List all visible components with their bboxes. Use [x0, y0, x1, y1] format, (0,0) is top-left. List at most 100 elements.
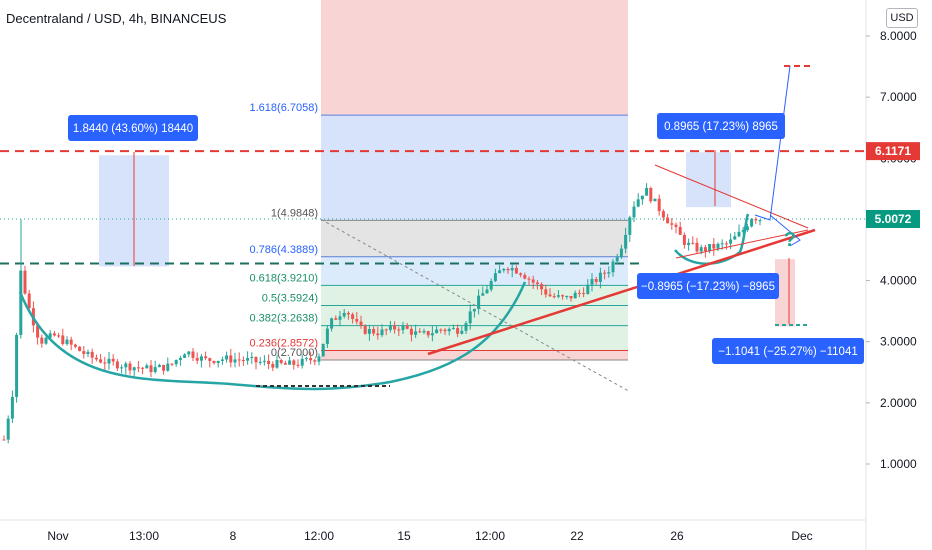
- candle-body: [514, 267, 518, 274]
- candle-body: [246, 357, 250, 361]
- candle-body: [733, 236, 737, 240]
- y-tick-label: 8.0000: [880, 29, 917, 43]
- x-tick-label: Nov: [47, 529, 68, 543]
- candle-body: [288, 360, 292, 365]
- candle-body: [128, 363, 132, 371]
- candle-body: [409, 328, 413, 335]
- candle-body: [443, 329, 447, 332]
- candle-body: [23, 270, 27, 294]
- candle-body: [153, 367, 157, 373]
- candle-body: [523, 274, 527, 279]
- candle-body: [149, 365, 153, 373]
- candle-body: [191, 351, 195, 358]
- candle-body: [388, 325, 392, 330]
- fib-extension-zone: [321, 115, 628, 221]
- candle-body: [208, 358, 212, 361]
- candle-body: [183, 354, 187, 358]
- candle-body: [678, 226, 682, 235]
- candle-body: [569, 295, 573, 299]
- x-tick-label: 15: [397, 529, 411, 543]
- fib-label: 0.382(3.2638): [250, 313, 319, 325]
- x-tick-label: Dec: [791, 529, 812, 543]
- x-tick-label: 12:00: [304, 529, 334, 543]
- candle-body: [170, 363, 174, 365]
- candle-body: [359, 321, 363, 326]
- y-tick-label: 2.0000: [880, 396, 917, 410]
- candle-body: [145, 365, 149, 369]
- candle-body: [225, 355, 229, 360]
- candle-body: [174, 359, 178, 365]
- candle-body: [69, 339, 73, 345]
- fib-label: 1(4.9848): [271, 207, 318, 219]
- triangle-lower-line: [675, 229, 809, 259]
- candle-body: [691, 242, 695, 244]
- candle-body: [619, 248, 623, 258]
- candle-body: [40, 337, 44, 344]
- fib-zone-0: [321, 350, 628, 361]
- candle-body: [195, 357, 199, 361]
- candle-body: [254, 356, 258, 363]
- last-price-badge-bg: [866, 209, 920, 228]
- x-tick-label: 22: [570, 529, 584, 543]
- triangle-upper-line: [654, 164, 809, 229]
- candle-body: [204, 356, 208, 359]
- projection-arrow-side: [769, 214, 801, 247]
- candle-body: [695, 242, 699, 252]
- candle-body: [6, 418, 10, 440]
- candle-body: [582, 293, 586, 295]
- measure-box-center: −0.8965 (−17.23%) −8965: [641, 281, 775, 293]
- candle-body: [220, 359, 224, 361]
- candle-body: [78, 346, 82, 352]
- candle-body: [27, 293, 31, 309]
- candle-body: [573, 292, 577, 299]
- candle-body: [262, 360, 266, 362]
- candle-body: [640, 195, 644, 200]
- candle-body: [426, 331, 430, 336]
- candle-body: [124, 363, 128, 368]
- candle-body: [577, 292, 581, 294]
- rounding-bottom-curve: [18, 281, 527, 391]
- candle-body: [141, 367, 145, 369]
- candle-body: [271, 363, 275, 368]
- candle-body: [397, 329, 401, 331]
- candle-body: [166, 363, 170, 371]
- candle-body: [540, 284, 544, 290]
- fib-label: 1.618(6.7058): [250, 102, 319, 114]
- candle-body: [363, 325, 367, 334]
- candle-body: [649, 187, 653, 202]
- candle-body: [607, 272, 611, 274]
- candle-body: [464, 323, 468, 331]
- candle-body: [107, 358, 111, 364]
- candle-body: [603, 272, 607, 274]
- measure-box-left: 1.8440 (43.60%) 18440: [73, 123, 193, 135]
- candle-body: [519, 273, 523, 275]
- candle-body: [535, 282, 539, 285]
- candle-body: [279, 360, 283, 364]
- candle-body: [115, 361, 119, 369]
- fib-trend-line: [320, 218, 629, 392]
- candle-body: [313, 360, 317, 362]
- fib-zone-618: [321, 285, 628, 351]
- candle-body: [561, 295, 565, 297]
- candle-body: [468, 311, 472, 324]
- candle-body: [73, 344, 77, 347]
- candle-body: [556, 295, 560, 297]
- candle-body: [447, 328, 451, 332]
- candle-body: [754, 219, 758, 221]
- candle-body: [367, 329, 371, 334]
- candle-body: [380, 329, 384, 336]
- x-tick-label: 26: [670, 529, 684, 543]
- candle-body: [15, 334, 19, 397]
- candle-body: [132, 367, 136, 371]
- candle-body: [472, 308, 476, 312]
- x-tick-label: 13:00: [129, 529, 159, 543]
- candle-body: [250, 356, 254, 358]
- candle-body: [498, 270, 502, 274]
- candle-body: [36, 325, 40, 338]
- currency-button[interactable]: USD: [886, 8, 918, 28]
- candle-body: [212, 360, 216, 364]
- level-price-badge: 6.1171: [875, 144, 911, 158]
- candle-body: [136, 367, 140, 369]
- candle-body: [632, 206, 636, 218]
